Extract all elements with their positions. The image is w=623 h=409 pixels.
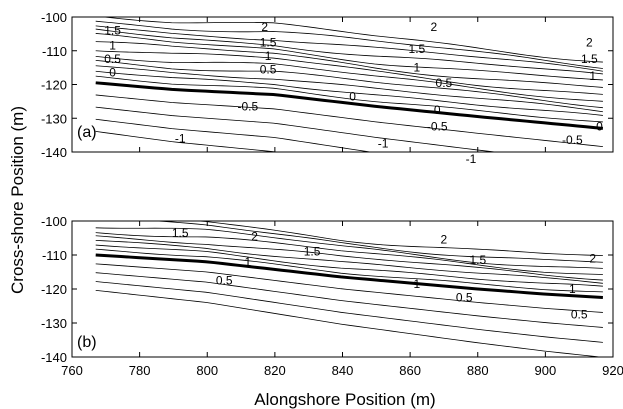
y-tick-label: -100 (41, 10, 67, 25)
contour-label: 0.5 (216, 274, 233, 288)
x-tick-label: 820 (264, 363, 286, 378)
y-tick-label: -140 (41, 145, 67, 160)
contour-line (95, 59, 603, 109)
contour-line (193, 221, 603, 256)
contour-line (95, 50, 603, 95)
contour-label: 1 (569, 282, 576, 296)
contour-label: 1.5 (409, 42, 426, 56)
contour-label: 0.5 (436, 76, 453, 90)
contour-label: 0.5 (260, 62, 277, 76)
y-tick-label: -130 (41, 111, 67, 126)
x-tick-label: 760 (61, 363, 83, 378)
contour-line (95, 75, 603, 123)
contour-label: -0.5 (237, 99, 258, 113)
contour-label: -1 (378, 137, 389, 151)
contour-line (95, 272, 603, 328)
contour-line (95, 131, 279, 152)
contour-line (95, 118, 373, 152)
contour-label: -0.5 (427, 120, 448, 134)
panel-label: (a) (77, 124, 97, 141)
contour-label: 0 (596, 120, 603, 134)
contour-label: -1 (466, 152, 477, 166)
contour-label: 0 (109, 66, 116, 80)
contour-line (95, 232, 603, 275)
contour-label: 0 (349, 89, 356, 103)
contour-line (95, 239, 603, 284)
x-tick-label: 860 (399, 363, 421, 378)
contour-line (95, 244, 603, 287)
contour-label: 1.5 (469, 253, 486, 267)
contour-line (95, 65, 603, 113)
contour-label: 2 (430, 20, 437, 34)
contour-label: 0 (434, 103, 441, 117)
y-axis-title: Cross-shore Position (m) (8, 106, 27, 294)
contour-line (95, 41, 603, 88)
y-tick-label: -110 (42, 44, 67, 59)
y-tick-label: -120 (41, 78, 67, 93)
panel-a: 1.510.50-0.5-121.510.50-11.510.50-0.52-1… (41, 10, 614, 166)
contour-lines (95, 221, 603, 357)
zero-contour-line (95, 81, 604, 130)
contour-label: 1 (109, 39, 116, 53)
contour-label: 1 (414, 277, 421, 291)
x-tick-label: 880 (467, 363, 489, 378)
panel-label: (b) (77, 334, 97, 351)
x-tick-label: 920 (602, 363, 623, 378)
contour-line (95, 28, 603, 75)
contour-label: 1.5 (260, 35, 277, 49)
contour-label: 1 (265, 49, 272, 63)
x-tick-label: 840 (332, 363, 354, 378)
contour-line (95, 263, 603, 313)
contour-line (99, 17, 603, 63)
contour-label: 1 (414, 61, 421, 75)
y-tick-label: -110 (42, 248, 67, 263)
x-axis-title: Alongshore Position (m) (254, 390, 435, 409)
contour-line (95, 20, 603, 69)
contour-label: 2 (586, 35, 593, 49)
contour-label: 1 (244, 255, 251, 269)
contour-label: 2 (441, 233, 448, 247)
contour-line (95, 33, 603, 81)
y-tick-label: -140 (41, 350, 67, 365)
contour-line (95, 281, 603, 343)
contour-label: 2 (251, 229, 258, 243)
contour-label: 1.5 (581, 52, 598, 66)
y-tick-label: -130 (41, 316, 67, 331)
zero-contour-line (95, 253, 603, 299)
x-axis: 760 780 800 820 840 860 880 900 920 (61, 363, 623, 378)
contour-line (95, 227, 603, 269)
contour-line (95, 25, 603, 72)
y-tick-label: -120 (41, 282, 67, 297)
x-tick-label: 780 (129, 363, 151, 378)
contour-label: 1.5 (104, 24, 121, 38)
y-tick-label: -100 (41, 214, 67, 229)
contour-label: 0.5 (104, 52, 121, 66)
panel-b: 1.5 2 1.5 1 0.5 2 1.5 1 0.5 1 0.5 2 -100 -110 -120 -130… (41, 214, 614, 365)
contour-line (95, 94, 603, 147)
contour-line (150, 221, 603, 263)
contour-label: -1 (175, 132, 186, 146)
contour-line (95, 235, 603, 281)
contour-lines (95, 17, 604, 152)
contour-label: 1 (589, 69, 596, 83)
contour-label: 1.5 (172, 226, 189, 240)
contour-line (95, 289, 603, 357)
contour-line (95, 55, 603, 102)
contour-label: 0.5 (456, 291, 473, 305)
contour-line (95, 70, 603, 116)
contour-label: 2 (261, 20, 268, 34)
contour-line (95, 106, 498, 152)
x-tick-label: 800 (196, 363, 218, 378)
contour-label: 2 (589, 251, 596, 265)
x-tick-label: 900 (535, 363, 557, 378)
contour-label: -0.5 (562, 133, 583, 147)
contour-line (95, 248, 603, 293)
contour-label: 0.5 (571, 308, 588, 322)
contour-label: 1.5 (304, 245, 321, 259)
